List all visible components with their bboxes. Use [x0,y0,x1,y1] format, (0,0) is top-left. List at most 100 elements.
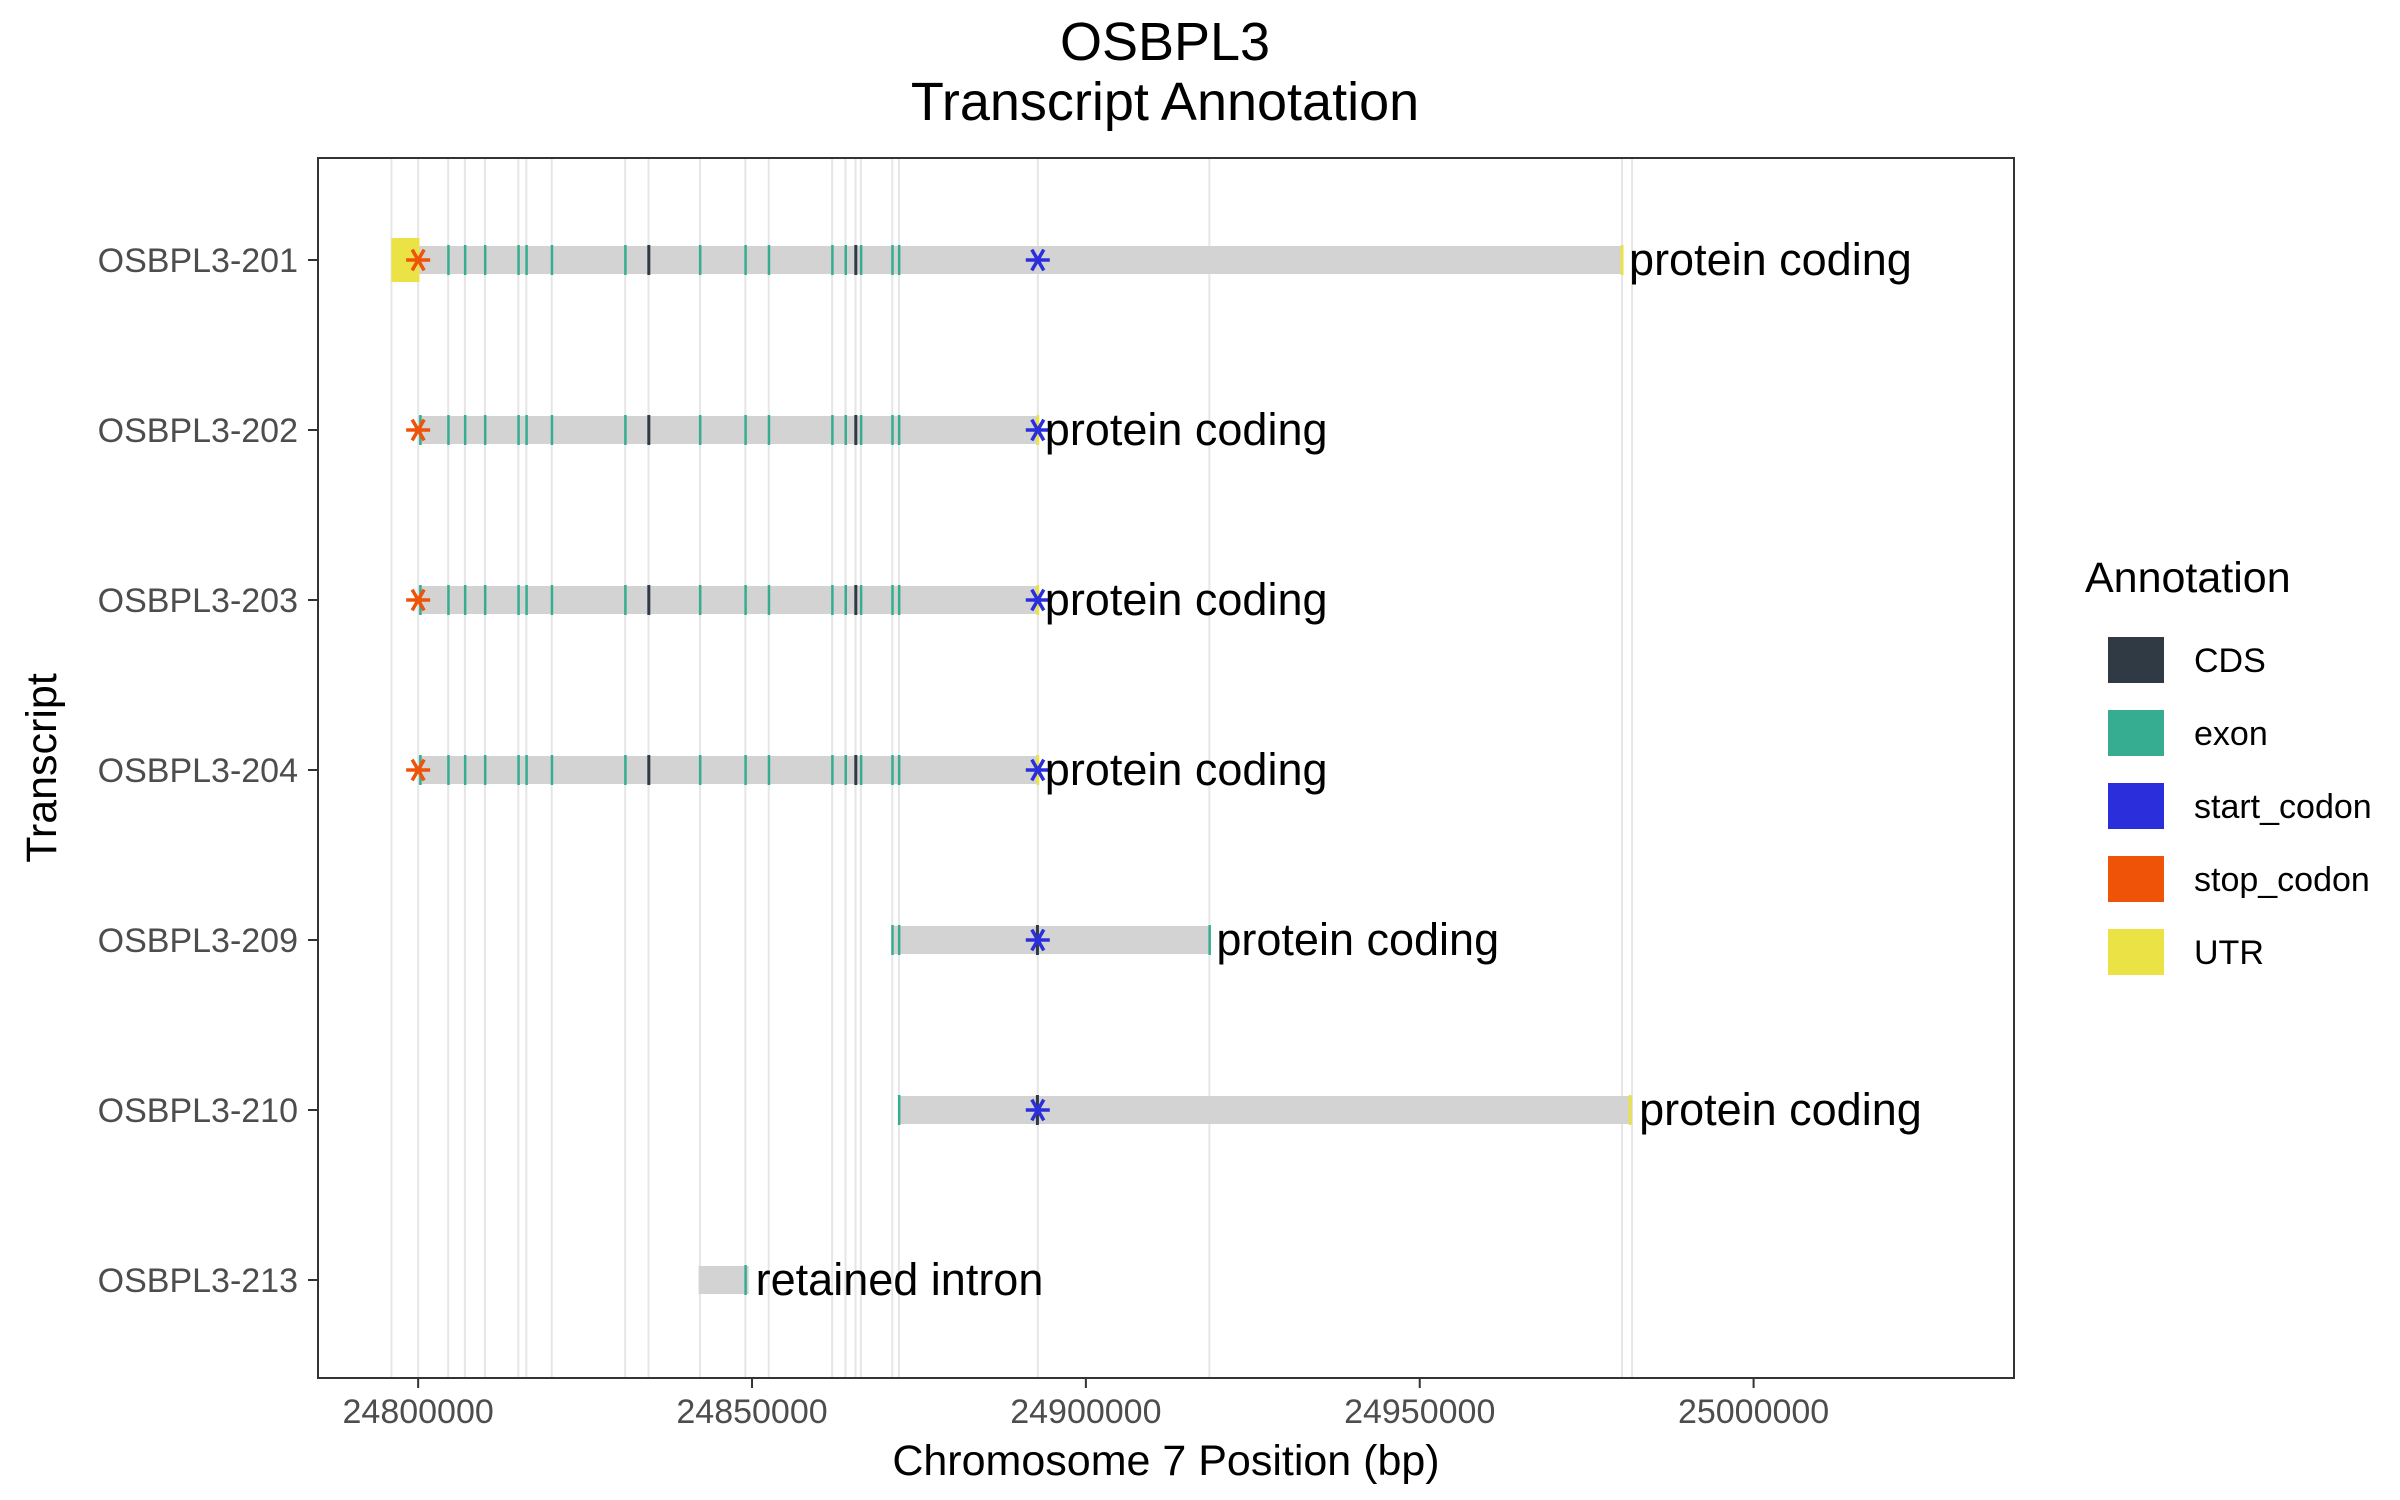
x-axis-title: Chromosome 7 Position (bp) [892,1437,1439,1485]
exon-mark [859,415,863,445]
exon-mark [831,585,834,615]
legend-swatch [2108,783,2164,829]
legend-label: start_codon [2194,788,2372,826]
exon-mark [483,245,487,275]
biotype-label: protein coding [1045,404,1328,455]
exon-mark [550,415,554,445]
exon-mark [767,245,771,275]
transcript-bar [418,416,1038,444]
exon-mark [891,245,894,275]
exon-mark [550,245,554,275]
exon-mark [859,585,863,615]
exon-mark [624,585,627,615]
y-tick-label: OSBPL3-201 [98,242,298,280]
stop-codon-marker-stroke [410,758,426,782]
exon-mark [1208,925,1211,955]
exon-mark [767,415,771,445]
legend-title: Annotation [2085,554,2291,602]
stop-codon-marker-stroke [410,248,426,272]
start-codon-marker [1025,1098,1050,1122]
start-codon-marker-stroke [1030,248,1046,272]
exon-mark [447,245,450,275]
exon-mark [624,755,627,785]
cds-mark [647,245,651,275]
exon-mark [525,585,528,615]
exon-mark [517,245,520,275]
exon-mark [744,755,747,785]
stop-codon-marker-stroke [410,588,426,612]
exon-mark [897,925,901,955]
chart-title-subtitle: Transcript Annotation [911,72,1419,132]
start-codon-marker-stroke [1030,758,1046,782]
exon-mark [698,415,702,445]
x-tick-label: 25000000 [1678,1393,1829,1431]
exon-mark [897,585,901,615]
exon-mark [447,415,450,445]
exon-mark [891,925,894,955]
exon-mark [831,245,834,275]
exon-mark [483,415,487,445]
x-tick-label: 24800000 [343,1393,494,1431]
exon-mark [463,245,467,275]
x-tick-label: 24950000 [1344,1393,1495,1431]
biotype-label: protein coding [1216,914,1499,965]
exon-mark [447,755,450,785]
transcript-bar [418,756,1038,784]
stop-codon-marker [406,418,431,442]
exon-mark [550,755,554,785]
exon-mark [463,755,467,785]
cds-mark [854,585,858,615]
exon-mark [517,755,520,785]
y-tick-label: OSBPL3-213 [98,1262,298,1300]
legend-label: UTR [2194,934,2264,972]
stop-codon-marker [406,758,431,782]
exon-mark [550,585,554,615]
transcript-bar [898,1096,1633,1124]
exon-mark [698,245,702,275]
exon-mark [517,585,520,615]
cds-mark [647,415,651,445]
y-tick-label: OSBPL3-210 [98,1092,298,1130]
stop-codon-marker [406,248,431,272]
start-codon-marker [1025,588,1050,612]
exon-mark [744,245,747,275]
x-tick-label: 24850000 [676,1393,827,1431]
exon-mark [891,755,894,785]
exon-mark [767,585,771,615]
start-codon-marker-stroke [1030,928,1046,952]
exon-mark [897,1095,901,1125]
y-axis-title: Transcript [18,673,66,863]
biotype-label: protein coding [1045,574,1328,625]
cds-mark [854,755,858,785]
exon-mark [525,415,528,445]
exon-mark [525,245,528,275]
exon-mark [897,415,901,445]
exon-mark [698,585,702,615]
exon-mark [844,245,847,275]
exon-mark [744,415,747,445]
exon-mark [744,585,747,615]
exon-mark [897,245,901,275]
biotype-label: protein coding [1045,744,1328,795]
transcript-bar [391,246,1623,274]
start-codon-marker-stroke [1030,1098,1046,1122]
exon-mark [525,755,528,785]
cds-mark [647,755,651,785]
biotype-label: protein coding [1629,234,1912,285]
chart-title-gene: OSBPL3 [1060,12,1270,72]
exon-mark [624,245,627,275]
y-tick-label: OSBPL3-204 [98,752,298,790]
cds-mark [854,415,858,445]
stop-codon-marker [406,588,431,612]
exon-mark [844,585,847,615]
legend-swatch [2108,710,2164,756]
exon-mark [483,585,487,615]
start-codon-marker-stroke [1030,588,1046,612]
exon-mark [698,755,702,785]
exon-mark [624,415,627,445]
biotype-label: retained intron [756,1254,1044,1305]
start-codon-marker [1025,758,1050,782]
exon-mark [463,415,467,445]
exon-mark [891,415,894,445]
